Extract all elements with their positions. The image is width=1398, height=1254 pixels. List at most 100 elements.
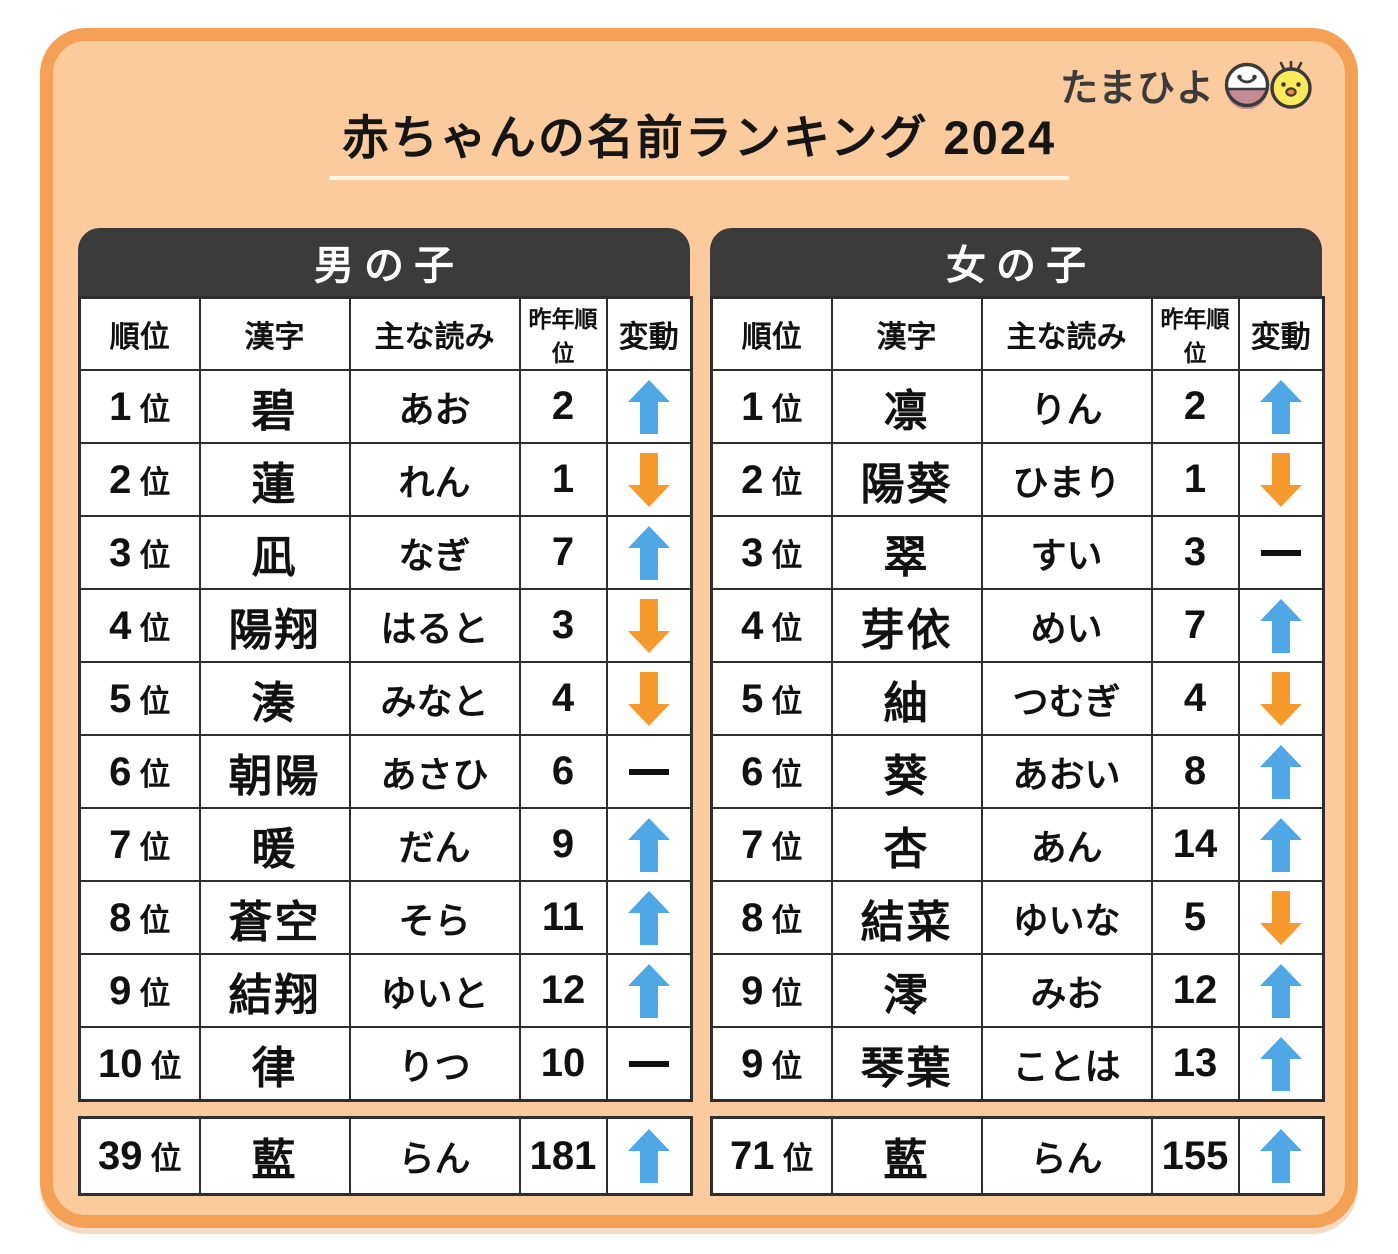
rank-number: 4 — [741, 603, 764, 648]
name-reading: めい — [980, 588, 1153, 663]
table-row: 39 位藍らん 181 — [78, 1116, 693, 1196]
name-kanji: 結翔 — [198, 953, 351, 1028]
change-cell — [1237, 442, 1325, 517]
rank-number: 1 — [109, 384, 132, 429]
table-row: 9 位澪みお 12 — [710, 953, 1325, 1028]
page-title: 赤ちゃんの名前ランキング 2024 — [341, 111, 1057, 164]
table-row: 7 位暖だん 9 — [78, 807, 693, 882]
name-reading: ゆいと — [348, 953, 521, 1028]
name-kanji: 朝陽 — [198, 734, 351, 809]
change-cell — [605, 1116, 693, 1196]
last-year-rank: 2 — [1150, 369, 1240, 444]
column-header-last-year: 昨年順位 — [518, 296, 608, 371]
table-row: 9 位琴葉 ことは 13 — [710, 1026, 1325, 1102]
rank-cell: 39 位 — [78, 1116, 201, 1196]
last-year-rank: 12 — [518, 953, 608, 1028]
change-cell — [1237, 1116, 1325, 1196]
rank-number: 8 — [109, 895, 132, 940]
down-arrow-icon — [1259, 452, 1302, 507]
name-reading: みお — [980, 953, 1153, 1028]
column-header-row: 順位 漢字 主な読み 昨年順位 変動 — [78, 296, 693, 371]
name-reading: そら — [348, 880, 521, 955]
rank-suffix: 位 — [139, 537, 171, 573]
table-row: 9 位結翔 ゆいと 12 — [78, 953, 693, 1028]
column-header-rank: 順位 — [710, 296, 833, 371]
change-cell — [605, 661, 693, 736]
rank-suffix: 位 — [139, 756, 171, 792]
brand-name: たまひよ — [1060, 68, 1215, 110]
column-header-reading: 主な読み — [980, 296, 1153, 371]
name-kanji: 結菜 — [830, 880, 983, 955]
table-row: 4 位芽依 めい 7 — [710, 588, 1325, 663]
rank-suffix: 位 — [771, 829, 803, 865]
name-reading: りん — [980, 369, 1153, 444]
rank-number: 6 — [109, 749, 132, 794]
extra-row-table-boys: 39 位藍らん 181 — [78, 1116, 693, 1196]
rank-cell: 71 位 — [710, 1116, 833, 1196]
name-kanji: 蒼空 — [198, 880, 351, 955]
column-header-change: 変動 — [1237, 296, 1325, 371]
name-kanji: 澪 — [830, 953, 983, 1028]
table-row: 4 位陽翔 はると 3 — [78, 588, 693, 663]
rank-number: 7 — [741, 822, 764, 867]
last-year-rank: 6 — [518, 734, 608, 809]
rank-suffix: 位 — [139, 464, 171, 500]
change-cell — [605, 880, 693, 955]
ranking-tables: 男の子 順位 漢字 主な読み 昨年順位 変動 1 位碧あお 2 2 位蓮れん 1 3 位凪なぎ 7 4 位陽翔は… — [78, 228, 1325, 1196]
table-row: 5 位紬つむぎ 4 — [710, 661, 1325, 736]
chick-face-icon — [1270, 60, 1312, 109]
up-arrow-icon — [1259, 1129, 1302, 1183]
name-reading: ゆいな — [980, 880, 1153, 955]
rank-number: 9 — [109, 968, 132, 1013]
rank-suffix: 位 — [771, 391, 803, 427]
last-year-rank: 1 — [518, 442, 608, 517]
change-cell — [1237, 369, 1325, 444]
table-row: 8 位蒼空 そら 11 — [78, 880, 693, 955]
rank-suffix: 位 — [771, 683, 803, 719]
table-row: 71 位藍らん 155 — [710, 1116, 1325, 1196]
rank-number: 1 — [741, 384, 764, 429]
name-kanji: 紬 — [830, 661, 983, 736]
name-kanji: 陽葵 — [830, 442, 983, 517]
table-row: 10 位律りつ 10 — [78, 1026, 693, 1102]
last-year-rank: 11 — [518, 880, 608, 955]
name-reading: あさひ — [348, 734, 521, 809]
table-title-boys: 男の子 — [78, 228, 690, 296]
up-arrow-icon — [627, 1129, 670, 1183]
rank-number: 9 — [741, 968, 764, 1013]
last-year-rank: 7 — [1150, 588, 1240, 663]
change-cell — [1237, 880, 1325, 955]
change-cell — [605, 588, 693, 663]
main-table-girls: 順位 漢字 主な読み 昨年順位 変動 1 位凛りん 2 2 位陽葵 ひまり 1 3 位翠すい 3 4 位芽依 めい… — [710, 296, 1325, 1102]
up-arrow-icon — [1259, 817, 1302, 872]
name-reading: あん — [980, 807, 1153, 882]
rank-number: 2 — [741, 457, 764, 502]
name-kanji: 翠 — [830, 515, 983, 590]
up-arrow-icon — [627, 963, 670, 1018]
rank-number: 71 — [730, 1134, 775, 1178]
column-header-last-year: 昨年順位 — [1150, 296, 1240, 371]
table-row: 5 位湊みなと 4 — [78, 661, 693, 736]
last-year-rank: 1 — [1150, 442, 1240, 517]
column-header-row: 順位 漢字 主な読み 昨年順位 変動 — [710, 296, 1325, 371]
up-arrow-icon — [627, 817, 670, 872]
name-kanji: 藍 — [198, 1116, 351, 1196]
rank-suffix: 位 — [771, 610, 803, 646]
rank-suffix: 位 — [139, 902, 171, 938]
change-cell — [605, 515, 693, 590]
name-kanji: 凛 — [830, 369, 983, 444]
last-year-rank: 13 — [1150, 1026, 1240, 1102]
rank-suffix: 位 — [139, 391, 171, 427]
name-kanji: 凪 — [198, 515, 351, 590]
name-reading: つむぎ — [980, 661, 1153, 736]
